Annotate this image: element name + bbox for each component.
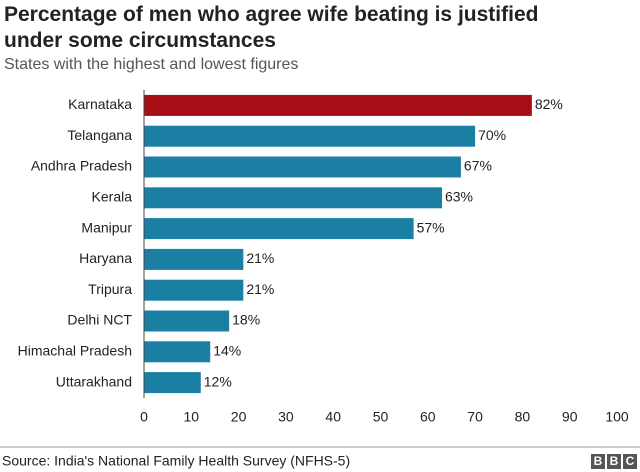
x-tick-label: 40	[325, 409, 341, 425]
value-label: 57%	[417, 219, 445, 235]
value-label: 63%	[445, 189, 473, 205]
category-label: Andhra Pradesh	[31, 158, 132, 174]
value-label: 12%	[204, 373, 232, 389]
value-label: 14%	[213, 343, 241, 359]
bar	[144, 341, 211, 363]
bar	[144, 248, 244, 270]
category-label: Telangana	[67, 127, 132, 143]
bar	[144, 279, 244, 301]
bar	[144, 156, 461, 178]
value-label: 21%	[246, 250, 274, 266]
category-label: Haryana	[79, 250, 132, 266]
category-label: Manipur	[81, 219, 132, 235]
category-label: Kerala	[92, 189, 133, 205]
chart-title: Percentage of men who agree wife beating…	[4, 3, 539, 52]
category-label: Tripura	[88, 281, 132, 297]
value-label: 67%	[464, 158, 492, 174]
source: Source: India's National Family Health S…	[2, 453, 350, 469]
x-tick-label: 50	[373, 409, 389, 425]
x-tick-label: 30	[278, 409, 294, 425]
logo-letter: C	[626, 454, 635, 468]
value-label: 21%	[246, 281, 274, 297]
logo-box	[607, 454, 621, 469]
logo-box	[623, 454, 637, 469]
bar	[144, 125, 476, 147]
x-tick-label: 100	[605, 409, 629, 425]
chart-subtitle: States with the highest and lowest figur…	[4, 56, 299, 73]
logo-letter: B	[594, 454, 603, 468]
bar	[144, 94, 532, 116]
value-label: 18%	[232, 312, 260, 328]
logo-box	[591, 454, 605, 469]
x-tick-label: 60	[420, 409, 436, 425]
bar	[144, 310, 230, 332]
logo-letter: B	[610, 454, 619, 468]
category-label: Delhi NCT	[67, 312, 132, 328]
x-tick-label: 20	[231, 409, 247, 425]
category-label: Uttarakhand	[56, 373, 132, 389]
x-tick-label: 10	[184, 409, 200, 425]
x-tick-label: 90	[562, 409, 578, 425]
category-label: Karnataka	[68, 96, 132, 112]
bar	[144, 187, 442, 209]
x-tick-label: 0	[140, 409, 148, 425]
bar	[144, 218, 414, 240]
category-label: Himachal Pradesh	[18, 343, 132, 359]
x-tick-label: 70	[467, 409, 483, 425]
x-tick-label: 80	[515, 409, 531, 425]
bar	[144, 372, 201, 394]
value-label: 70%	[478, 127, 506, 143]
value-label: 82%	[535, 96, 563, 112]
